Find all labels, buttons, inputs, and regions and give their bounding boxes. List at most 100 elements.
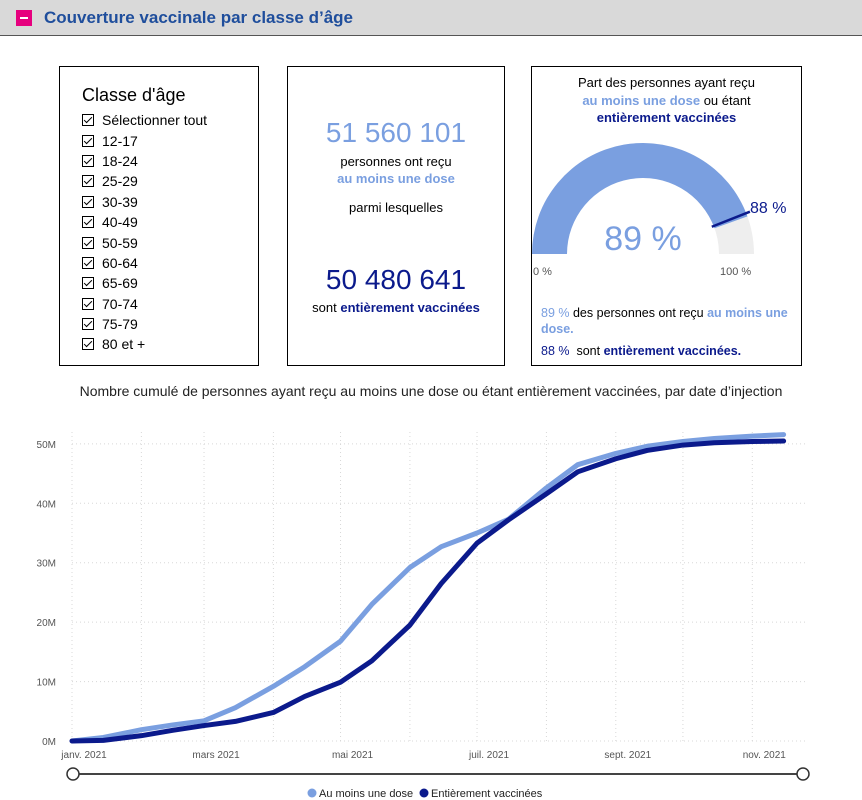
gauge-target-marker bbox=[711, 210, 751, 228]
legend-label: Au moins une dose bbox=[319, 788, 413, 800]
gauge-caption-line1: Part des personnes ayant reçu bbox=[577, 75, 756, 90]
gauge-card: Part des personnes ayant reçu au moins u… bbox=[531, 66, 802, 366]
range-slider-end-handle[interactable] bbox=[796, 767, 810, 781]
filter-item-label: 50-59 bbox=[102, 234, 138, 251]
stats-card: 51 560 101 personnes ont reçu au moins u… bbox=[287, 66, 505, 366]
one-dose-highlight: au moins une dose bbox=[337, 171, 455, 186]
legend-dot-icon bbox=[419, 788, 429, 798]
checkbox-checked-icon[interactable] bbox=[82, 114, 94, 127]
one-dose-text: personnes ont reçu bbox=[340, 154, 452, 169]
legend-dot-icon bbox=[307, 788, 317, 798]
filter-item[interactable]: 50-59 bbox=[82, 232, 207, 252]
filter-item-label: 70-74 bbox=[102, 295, 138, 312]
checkbox-checked-icon[interactable] bbox=[82, 297, 94, 310]
data-point bbox=[614, 457, 618, 461]
filter-item-label: 75-79 bbox=[102, 316, 138, 333]
gauge-caption-highlight2: entièrement vaccinées bbox=[596, 110, 737, 125]
data-point bbox=[645, 448, 649, 452]
gauge-caption-mid: ou étant bbox=[703, 93, 751, 108]
data-point bbox=[712, 437, 716, 441]
x-tick-label: nov. 2021 bbox=[743, 750, 787, 761]
data-point bbox=[475, 541, 479, 545]
checkbox-checked-icon[interactable] bbox=[82, 154, 94, 167]
data-point bbox=[439, 582, 443, 586]
data-point bbox=[70, 739, 74, 743]
section-title: Couverture vaccinale par classe d’âge bbox=[44, 8, 353, 27]
checkbox-checked-icon[interactable] bbox=[82, 236, 94, 249]
filter-item[interactable]: 75-79 bbox=[82, 314, 207, 334]
data-point bbox=[339, 680, 343, 684]
data-point bbox=[750, 434, 754, 438]
collapse-icon[interactable] bbox=[16, 10, 32, 26]
filter-item[interactable]: 60-64 bbox=[82, 253, 207, 273]
filter-item-label: 25-29 bbox=[102, 173, 138, 190]
filter-item[interactable]: 30-39 bbox=[82, 192, 207, 212]
foot2-highlight: entièrement vaccinées. bbox=[603, 344, 742, 358]
section-header: Couverture vaccinale par classe d’âge bbox=[0, 0, 862, 36]
filter-item[interactable]: 70-74 bbox=[82, 294, 207, 314]
checkbox-checked-icon[interactable] bbox=[82, 277, 94, 290]
data-point bbox=[782, 439, 786, 443]
checkbox-checked-icon[interactable] bbox=[82, 216, 94, 229]
range-slider-start-handle[interactable] bbox=[66, 767, 80, 781]
y-tick-label: 30M bbox=[37, 559, 56, 570]
data-point bbox=[339, 639, 343, 643]
chart-title: Nombre cumulé de personnes ayant reçu au… bbox=[79, 383, 783, 399]
filter-item-label: 18-24 bbox=[102, 152, 138, 169]
legend-item[interactable]: Entièrement vaccinées bbox=[419, 788, 543, 800]
foot1-highlight: au moins une dose. bbox=[541, 306, 788, 336]
data-point bbox=[408, 623, 412, 627]
data-point bbox=[139, 734, 143, 738]
filter-item[interactable]: Sélectionner tout bbox=[82, 110, 207, 130]
filter-item[interactable]: 40-49 bbox=[82, 212, 207, 232]
y-tick-label: 50M bbox=[37, 440, 56, 451]
foot2-text: sont bbox=[576, 344, 601, 358]
filter-item-label: 60-64 bbox=[102, 254, 138, 271]
data-point bbox=[439, 545, 443, 549]
data-point bbox=[614, 451, 618, 455]
data-point bbox=[370, 602, 374, 606]
foot1-text: des personnes ont reçu bbox=[572, 306, 704, 320]
legend-item[interactable]: Au moins une dose bbox=[307, 788, 414, 800]
data-point bbox=[233, 706, 237, 710]
foot2-pct: 88 % bbox=[541, 344, 570, 358]
foot1-pct: 89 % bbox=[541, 306, 570, 320]
gauge-foot-1: 89 % des personnes ont reçu au moins une… bbox=[541, 305, 791, 337]
checkbox-checked-icon[interactable] bbox=[82, 318, 94, 331]
x-tick-label: janv. 2021 bbox=[60, 750, 107, 761]
x-tick-label: mai 2021 bbox=[332, 750, 374, 761]
data-point bbox=[202, 724, 206, 728]
gauge-target-label: 88 % bbox=[750, 200, 786, 217]
checkbox-checked-icon[interactable] bbox=[82, 338, 94, 351]
gauge-value-label: 89 % bbox=[604, 220, 682, 258]
series-line-one-dose bbox=[69, 432, 787, 744]
data-point bbox=[139, 728, 143, 732]
data-point bbox=[645, 444, 649, 448]
full-highlight: entièrement vaccinées bbox=[340, 300, 480, 315]
checkbox-checked-icon[interactable] bbox=[82, 195, 94, 208]
data-point bbox=[475, 531, 479, 535]
x-tick-label: juil. 2021 bbox=[468, 750, 509, 761]
filter-item[interactable]: 12-17 bbox=[82, 130, 207, 150]
checkbox-checked-icon[interactable] bbox=[82, 175, 94, 188]
data-point bbox=[681, 440, 685, 444]
filter-item[interactable]: 18-24 bbox=[82, 151, 207, 171]
filter-item[interactable]: 25-29 bbox=[82, 171, 207, 191]
data-point bbox=[171, 728, 175, 732]
filter-item[interactable]: 65-69 bbox=[82, 273, 207, 293]
gauge-svg: 89 % 88 % 0 % 100 % bbox=[532, 143, 786, 278]
data-point bbox=[303, 694, 307, 698]
gauge-caption-line2: au moins une dose ou étant bbox=[532, 92, 801, 110]
checkbox-checked-icon[interactable] bbox=[82, 256, 94, 269]
y-tick-label: 40M bbox=[37, 499, 56, 510]
filter-item-label: Sélectionner tout bbox=[102, 112, 208, 129]
data-point bbox=[233, 719, 237, 723]
filter-list: Sélectionner tout 12-17 18-24 25-29 30-39 40-… bbox=[82, 110, 207, 355]
cumulative-line-chart: 0M 10M 20M 30M 40M 50M janv. 2021 mars 2021 mai … bbox=[37, 432, 810, 800]
data-point bbox=[171, 723, 175, 727]
filter-item[interactable]: 80 et + bbox=[82, 334, 207, 354]
x-tick-label: sept. 2021 bbox=[604, 750, 651, 761]
data-point bbox=[544, 486, 548, 490]
checkbox-checked-icon[interactable] bbox=[82, 134, 94, 147]
filter-item-label: 40-49 bbox=[102, 214, 138, 231]
